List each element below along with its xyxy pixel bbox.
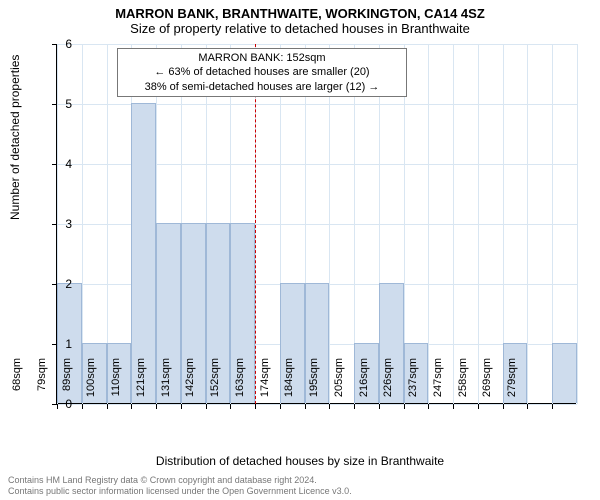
annotation-box: MARRON BANK: 152sqm← 63% of detached hou…: [117, 48, 407, 97]
xtick-mark: [453, 404, 454, 409]
footer-line1: Contains HM Land Registry data © Crown c…: [8, 475, 352, 486]
ytick-label: 0: [52, 397, 72, 411]
xtick-label: 68sqm: [11, 358, 23, 408]
xtick-label: 216sqm: [358, 358, 370, 408]
xtick-label: 152sqm: [209, 358, 221, 408]
xtick-label: 110sqm: [110, 358, 122, 408]
xtick-mark: [329, 404, 330, 409]
xtick-label: 279sqm: [506, 358, 518, 408]
xtick-mark: [181, 404, 182, 409]
annotation-line3: 38% of semi-detached houses are larger (…: [123, 80, 401, 94]
chart-title-main: MARRON BANK, BRANTHWAITE, WORKINGTON, CA…: [0, 0, 600, 21]
y-axis-label: Number of detached properties: [8, 55, 22, 220]
gridline-v: [329, 44, 330, 404]
ytick-label: 1: [52, 337, 72, 351]
ytick-label: 2: [52, 277, 72, 291]
xtick-label: 226sqm: [382, 358, 394, 408]
xtick-label: 79sqm: [36, 358, 48, 408]
ytick-label: 3: [52, 217, 72, 231]
xtick-mark: [428, 404, 429, 409]
gridline-v: [428, 44, 429, 404]
xtick-mark: [527, 404, 528, 409]
reference-marker-line: [255, 44, 256, 404]
xtick-label: 100sqm: [85, 358, 97, 408]
gridline-v: [453, 44, 454, 404]
xtick-label: 131sqm: [160, 358, 172, 408]
xtick-mark: [379, 404, 380, 409]
xtick-mark: [82, 404, 83, 409]
xtick-label: 121sqm: [135, 358, 147, 408]
xtick-mark: [131, 404, 132, 409]
xtick-label: 237sqm: [407, 358, 419, 408]
footer-attribution: Contains HM Land Registry data © Crown c…: [8, 475, 352, 497]
xtick-mark: [503, 404, 504, 409]
plot-region: 68sqm79sqm89sqm100sqm110sqm121sqm131sqm1…: [56, 44, 576, 404]
chart-container: MARRON BANK, BRANTHWAITE, WORKINGTON, CA…: [0, 0, 600, 500]
footer-line2: Contains public sector information licen…: [8, 486, 352, 497]
xtick-mark: [404, 404, 405, 409]
annotation-line2: ← 63% of detached houses are smaller (20…: [123, 65, 401, 79]
annotation-line1: MARRON BANK: 152sqm: [123, 51, 401, 65]
xtick-mark: [280, 404, 281, 409]
xtick-mark: [107, 404, 108, 409]
xtick-label: 269sqm: [481, 358, 493, 408]
xtick-mark: [206, 404, 207, 409]
xtick-mark: [478, 404, 479, 409]
xtick-mark: [552, 404, 553, 409]
xtick-label: 247sqm: [432, 358, 444, 408]
gridline-h: [57, 44, 577, 45]
xtick-mark: [230, 404, 231, 409]
xtick-label: 163sqm: [234, 358, 246, 408]
xtick-mark: [156, 404, 157, 409]
xtick-label: 258sqm: [457, 358, 469, 408]
gridline-v: [577, 44, 578, 404]
chart-title-sub: Size of property relative to detached ho…: [0, 21, 600, 40]
xtick-mark: [305, 404, 306, 409]
chart-area: 68sqm79sqm89sqm100sqm110sqm121sqm131sqm1…: [56, 44, 576, 404]
gridline-v: [527, 44, 528, 404]
xtick-label: 195sqm: [308, 358, 320, 408]
ytick-label: 5: [52, 97, 72, 111]
xtick-label: 174sqm: [259, 358, 271, 408]
gridline-v: [478, 44, 479, 404]
xtick-label: 205sqm: [333, 358, 345, 408]
ytick-label: 6: [52, 37, 72, 51]
histogram-bar: [552, 343, 577, 403]
xtick-label: 184sqm: [283, 358, 295, 408]
ytick-label: 4: [52, 157, 72, 171]
x-axis-label: Distribution of detached houses by size …: [0, 454, 600, 468]
xtick-label: 142sqm: [184, 358, 196, 408]
xtick-mark: [255, 404, 256, 409]
xtick-mark: [354, 404, 355, 409]
